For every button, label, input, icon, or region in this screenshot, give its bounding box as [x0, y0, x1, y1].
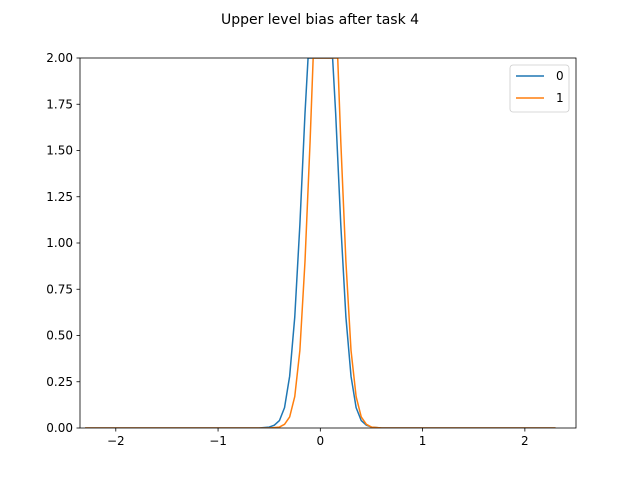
y-tick-label: 0.75 [46, 282, 73, 296]
series-line-1 [85, 58, 556, 428]
y-tick-label: 1.75 [46, 97, 73, 111]
y-tick-label: 0.25 [46, 375, 73, 389]
y-tick-label: 1.25 [46, 190, 73, 204]
chart-title: Upper level bias after task 4 [221, 12, 419, 28]
x-tick-label: −1 [209, 434, 227, 448]
legend: 01 [509, 64, 570, 113]
series-layer [85, 58, 556, 428]
y-tick-label: 1.50 [46, 144, 73, 158]
y-tick-label: 0.00 [46, 421, 73, 435]
y-tick-label: 2.00 [46, 51, 73, 65]
legend-label-0: 0 [556, 69, 564, 83]
x-tick-label: 1 [419, 434, 427, 448]
series-line-0 [85, 58, 556, 428]
axes-layer: −2 −1 0 1 20.000.250.500.751.001.251.501.752… [46, 51, 577, 448]
x-tick-label: 2 [521, 434, 529, 448]
x-tick-label: −2 [107, 434, 125, 448]
plot-frame [79, 57, 577, 429]
x-tick-label: 0 [317, 434, 325, 448]
y-tick-label: 1.00 [46, 236, 73, 250]
y-tick-label: 0.50 [46, 329, 73, 343]
legend-label-1: 1 [556, 91, 564, 105]
